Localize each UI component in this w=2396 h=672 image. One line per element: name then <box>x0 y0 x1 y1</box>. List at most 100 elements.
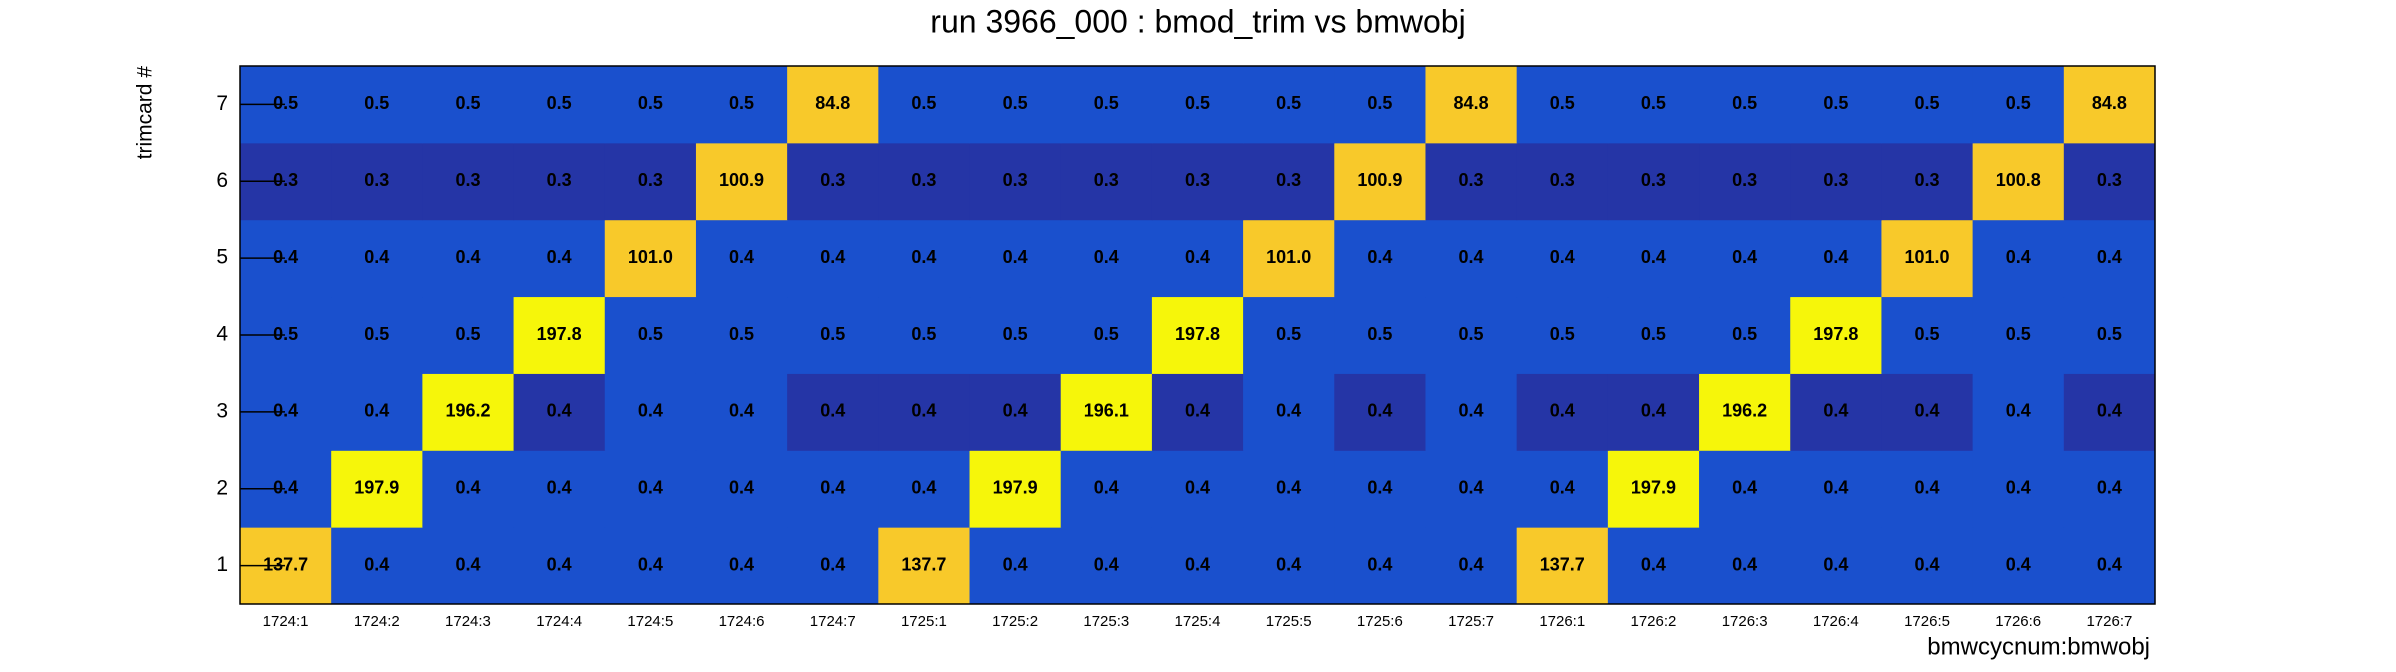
cell-label: 0.5 <box>1641 324 1666 344</box>
heatmap-cell <box>1243 527 1335 605</box>
cell-label: 0.3 <box>1003 170 1028 190</box>
cell-label: 100.9 <box>1357 170 1402 190</box>
cell-label: 0.4 <box>638 554 663 574</box>
cell-label: 0.3 <box>1732 170 1757 190</box>
heatmap-cell <box>513 296 606 374</box>
cell-label: 0.5 <box>638 93 663 113</box>
heatmap-cell <box>1972 142 2065 221</box>
cell-label: 0.3 <box>638 170 663 190</box>
cell-label: 0.4 <box>1641 554 1666 574</box>
cell-label: 0.5 <box>1094 324 1119 344</box>
heatmap-cell <box>1607 373 1700 451</box>
heatmap-cell <box>695 373 788 451</box>
heatmap-cell <box>1972 296 2065 374</box>
cell-label: 197.8 <box>1813 324 1858 344</box>
heatmap-cell <box>1790 219 1882 298</box>
heatmap-cell <box>1607 66 1700 144</box>
heatmap-cell <box>1151 66 1244 144</box>
heatmap-cell <box>2063 450 2156 528</box>
heatmap-cell <box>787 373 879 451</box>
cell-label: 197.9 <box>354 477 399 497</box>
cell-label: 196.1 <box>1084 401 1129 421</box>
cell-label: 0.3 <box>273 170 298 190</box>
cell-label: 0.4 <box>638 477 663 497</box>
heatmap-cell <box>1243 373 1335 451</box>
heatmap-cell <box>331 527 423 605</box>
cell-label: 0.4 <box>1185 401 1210 421</box>
chart-title: run 3966_000 : bmod_trim vs bmwobj <box>930 3 1465 39</box>
cell-label: 0.4 <box>364 247 389 267</box>
cell-label: 100.8 <box>1996 170 2041 190</box>
cell-label: 0.4 <box>547 554 572 574</box>
heatmap-cell <box>969 450 1062 528</box>
cell-label: 0.4 <box>1276 477 1301 497</box>
cell-label: 0.4 <box>1550 401 1575 421</box>
cell-label: 0.4 <box>1823 401 1848 421</box>
heatmap-cell <box>695 219 788 298</box>
cell-label: 0.3 <box>1459 170 1484 190</box>
cell-label: 196.2 <box>445 401 490 421</box>
heatmap-cell <box>513 527 606 605</box>
cell-label: 0.3 <box>1185 170 1210 190</box>
cell-label: 0.4 <box>455 477 480 497</box>
heatmap-cell <box>1516 296 1609 374</box>
cell-label: 196.2 <box>1722 401 1767 421</box>
heatmap-cell <box>1334 450 1426 528</box>
cell-label: 0.3 <box>1276 170 1301 190</box>
heatmap-cell <box>1881 450 1974 528</box>
cell-label: 0.4 <box>1641 247 1666 267</box>
x-tick-label: 1725:4 <box>1175 613 1221 630</box>
heatmap-cell <box>969 66 1062 144</box>
heatmap-cell <box>1607 527 1700 605</box>
cell-label: 0.3 <box>1550 170 1575 190</box>
x-tick-label: 1725:2 <box>992 613 1038 630</box>
heatmap-cell <box>1699 450 1791 528</box>
cell-label: 0.5 <box>1915 324 1940 344</box>
cell-label: 0.4 <box>1823 554 1848 574</box>
cell-label: 0.4 <box>1459 477 1484 497</box>
cell-label: 0.5 <box>1276 324 1301 344</box>
x-tick-label: 1724:6 <box>719 613 765 630</box>
heatmap-cell <box>1151 450 1244 528</box>
heatmap-cell <box>1060 142 1153 221</box>
x-tick-label: 1724:4 <box>536 613 582 630</box>
cell-label: 0.5 <box>1185 93 1210 113</box>
cell-label: 0.4 <box>1732 247 1757 267</box>
cell-label: 0.5 <box>1641 93 1666 113</box>
cell-label: 0.3 <box>547 170 572 190</box>
cell-label: 84.8 <box>815 93 850 113</box>
heatmap-cell <box>331 142 423 221</box>
cell-label: 0.5 <box>547 93 572 113</box>
x-tick-label: 1726:1 <box>1539 613 1585 630</box>
cell-label: 0.4 <box>820 247 845 267</box>
heatmap-cell <box>1790 373 1882 451</box>
cell-label: 0.3 <box>2097 170 2122 190</box>
heatmap-cell <box>604 527 697 605</box>
cell-label: 0.5 <box>820 324 845 344</box>
y-tick-label: 1 <box>216 553 228 576</box>
heatmap-cell <box>969 142 1062 221</box>
heatmap-cell <box>604 66 697 144</box>
cell-label: 0.5 <box>2097 324 2122 344</box>
heatmap-cell <box>1243 296 1335 374</box>
cell-label: 0.4 <box>455 247 480 267</box>
cell-label: 0.4 <box>1185 247 1210 267</box>
cell-label: 0.4 <box>1367 477 1392 497</box>
heatmap-cell <box>422 527 515 605</box>
cell-label: 0.5 <box>1550 324 1575 344</box>
cell-label: 0.4 <box>1185 554 1210 574</box>
cell-label: 0.5 <box>455 93 480 113</box>
heatmap-cell <box>422 450 515 528</box>
cell-label: 0.5 <box>1732 93 1757 113</box>
cell-label: 0.4 <box>1276 401 1301 421</box>
heatmap-cell <box>969 373 1062 451</box>
heatmap-cell <box>1699 66 1791 144</box>
heatmap-cell <box>331 66 423 144</box>
x-tick-label: 1724:1 <box>263 613 309 630</box>
x-tick-label: 1724:2 <box>354 613 400 630</box>
cell-label: 0.4 <box>1459 554 1484 574</box>
heatmap-cell <box>1060 66 1153 144</box>
heatmap-cell <box>787 450 879 528</box>
heatmap-cell <box>1881 373 1974 451</box>
heatmap-cell <box>1972 373 2065 451</box>
